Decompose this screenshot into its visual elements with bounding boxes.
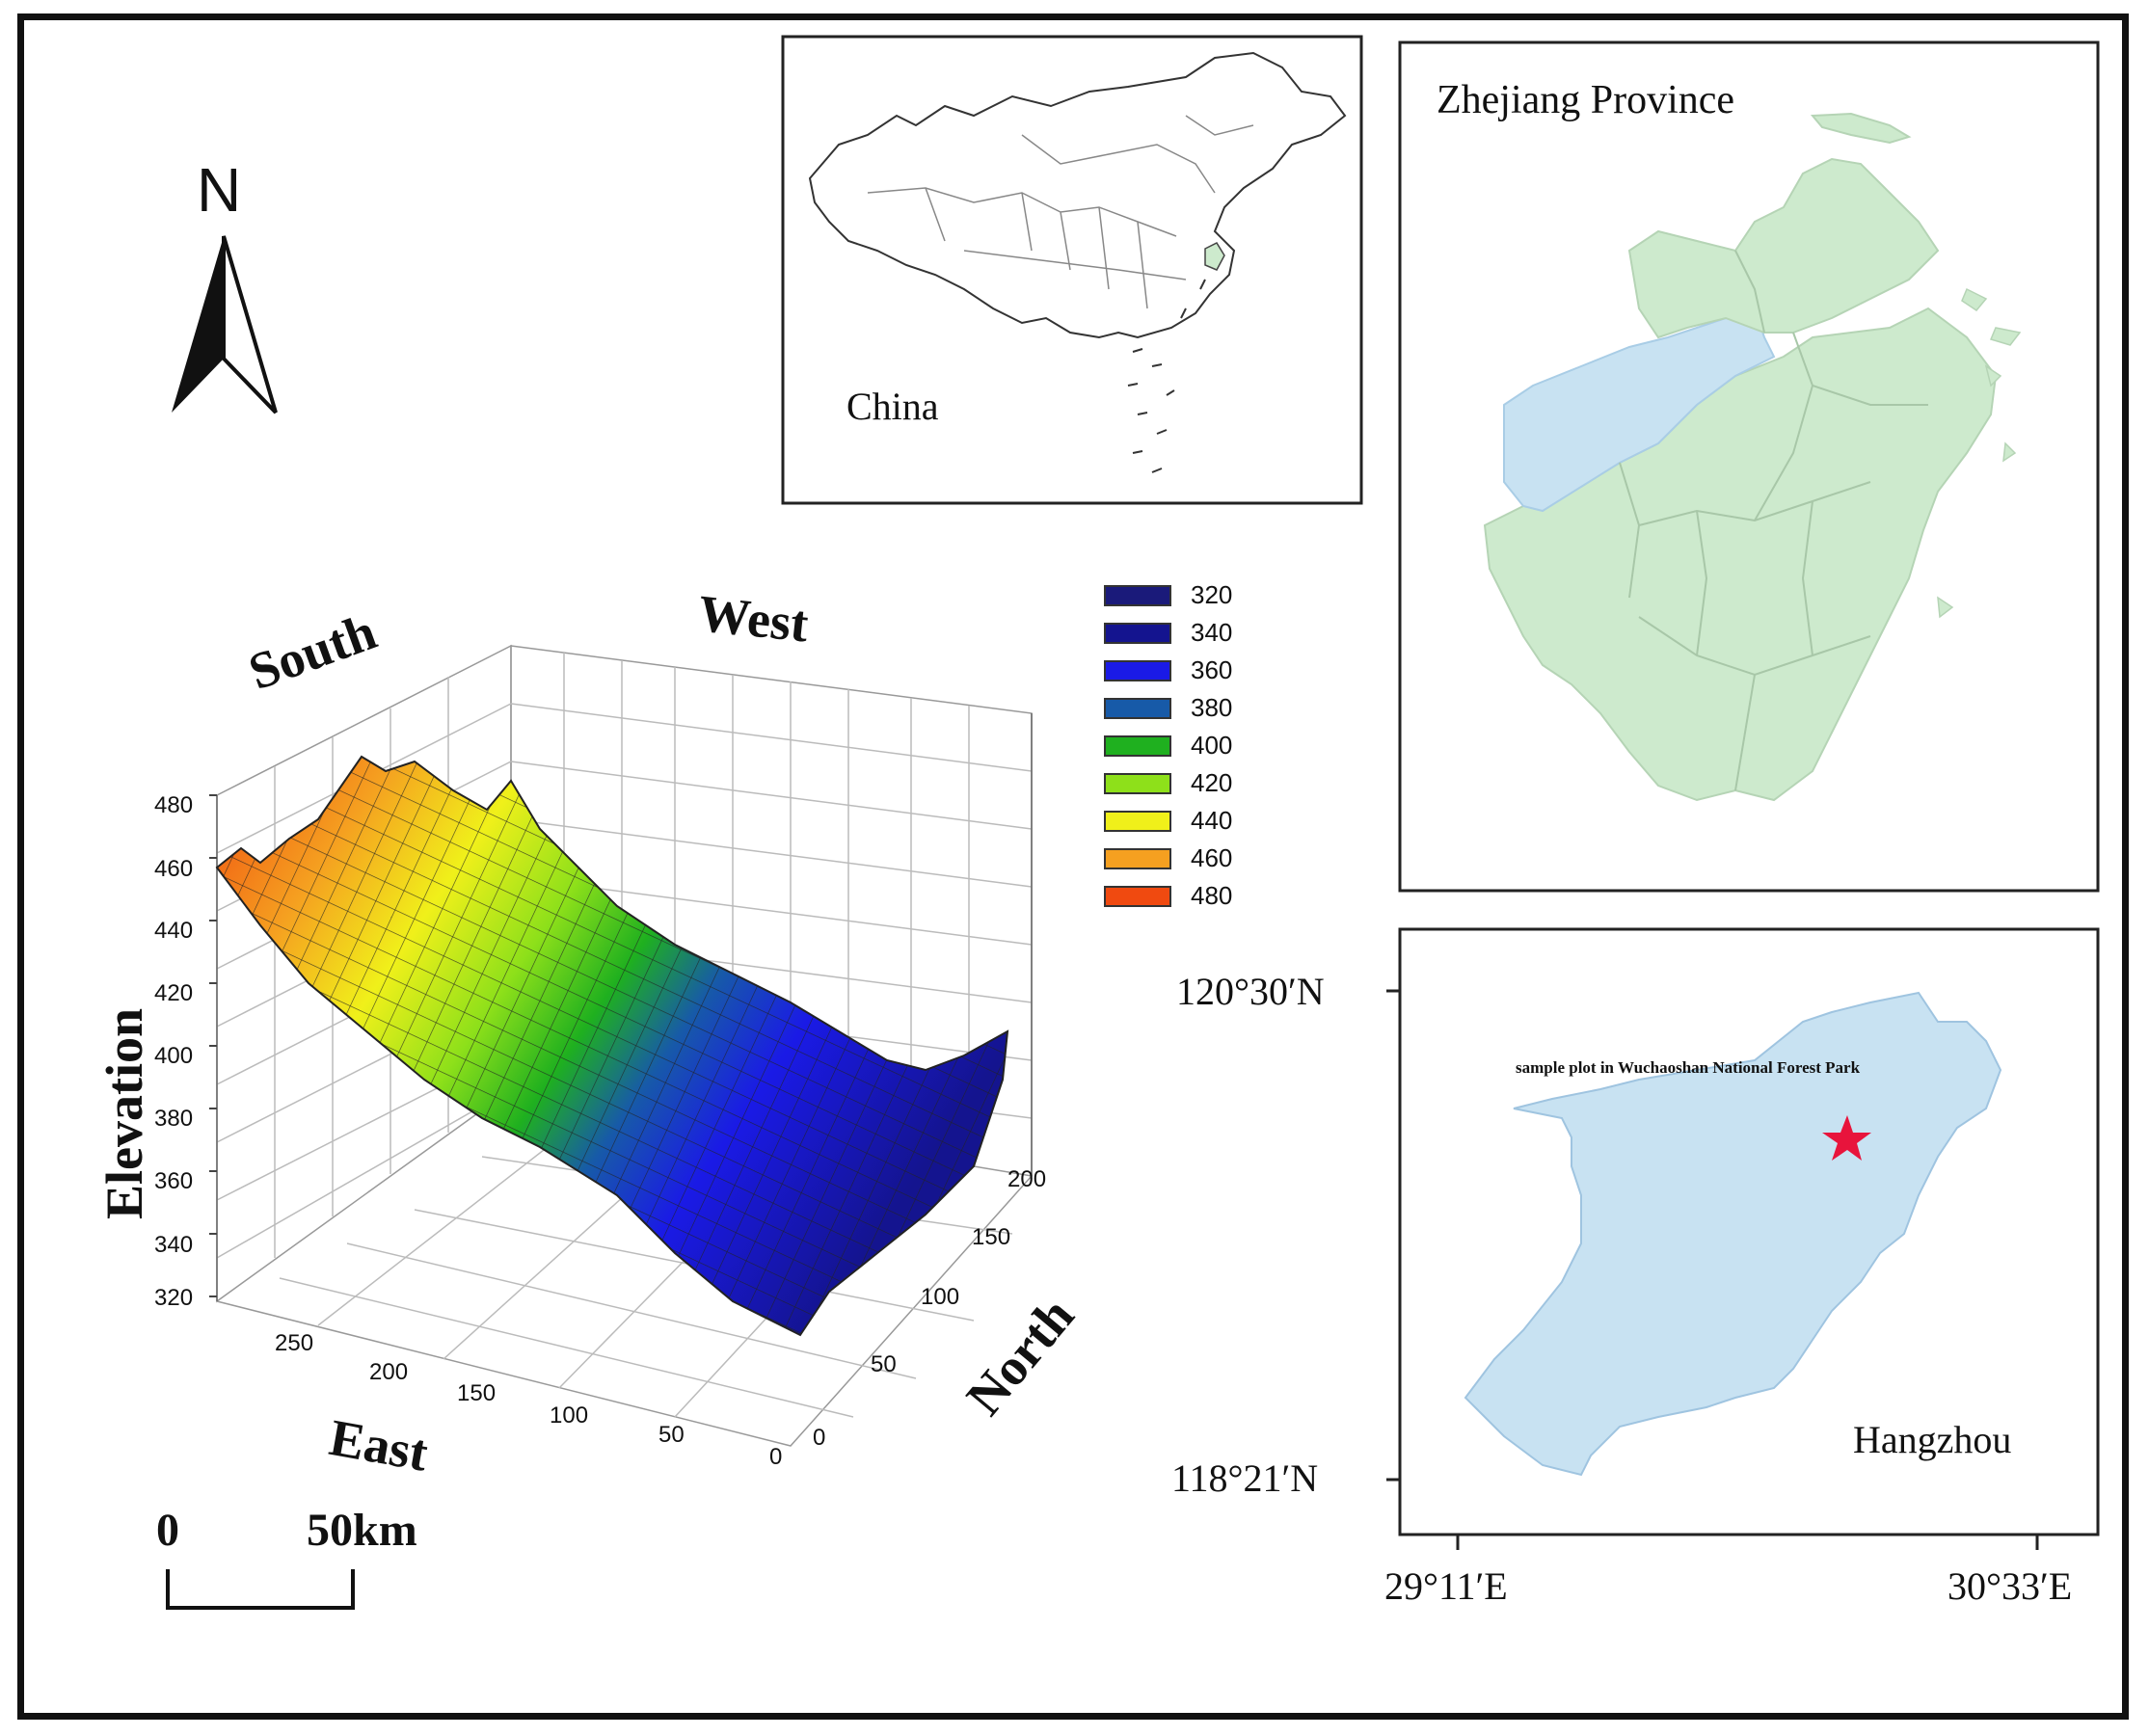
north-label: N (197, 155, 242, 225)
z-tick: 340 (154, 1232, 194, 1258)
x-tick: 50 (658, 1422, 685, 1448)
legend-item: 400 (1104, 727, 1232, 764)
y-tick: 50 (871, 1351, 897, 1377)
legend-swatch (1104, 847, 1171, 869)
legend-swatch (1104, 734, 1171, 757)
lon-tick-left: 29°11′E (1384, 1564, 1508, 1608)
z-tick: 360 (154, 1168, 194, 1194)
z-tick: 380 (154, 1106, 194, 1132)
legend-swatch (1104, 772, 1171, 794)
sample-plot-label: sample plot in Wuchaoshan National Fores… (1516, 1058, 1861, 1077)
legend-value: 420 (1191, 768, 1233, 797)
lat-tick-top: 120°30′N (1176, 970, 1325, 1013)
zhejiang-map (1483, 112, 2022, 802)
legend-item: 480 (1104, 877, 1232, 915)
y-tick: 100 (921, 1284, 960, 1310)
x-tick: 200 (369, 1359, 409, 1385)
legend-item: 360 (1104, 652, 1232, 689)
legend-item: 420 (1104, 764, 1232, 802)
legend-item: 320 (1104, 576, 1232, 614)
legend-swatch (1104, 659, 1171, 681)
legend-value: 340 (1191, 618, 1233, 647)
outer-frame (17, 13, 2129, 1720)
hangzhou-label: Hangzhou (1853, 1418, 2012, 1461)
z-tick: 440 (154, 918, 194, 944)
elevation-surface (215, 755, 1009, 1337)
z-tick: 420 (154, 980, 194, 1006)
legend-item: 440 (1104, 802, 1232, 840)
lon-tick-right: 30°33′E (1948, 1564, 2073, 1608)
x-tick: 100 (550, 1402, 589, 1429)
z-tick: 460 (154, 856, 194, 882)
scale-end: 50km (307, 1505, 417, 1556)
x-tick: 0 (769, 1444, 783, 1470)
direction-west: West (695, 583, 812, 654)
sample-plot-star-icon (1822, 1115, 1871, 1161)
y-tick: 0 (813, 1425, 826, 1451)
hangzhou-map (1464, 991, 2002, 1477)
legend-value: 460 (1191, 843, 1233, 872)
legend-value: 380 (1191, 693, 1233, 722)
north-arrow-icon (172, 235, 278, 414)
axis-ticks (209, 794, 217, 1297)
legend-value: 480 (1191, 881, 1233, 910)
south-china-sea-islands (1127, 279, 1206, 473)
china-label: China (846, 385, 939, 428)
hangzhou-axis-ticks (1386, 989, 2039, 1550)
legend-value: 400 (1191, 731, 1233, 760)
legend-swatch (1104, 584, 1171, 606)
z-tick: 480 (154, 792, 194, 818)
legend-item: 380 (1104, 689, 1232, 727)
x-tick: 150 (457, 1380, 497, 1406)
legend-item: 340 (1104, 614, 1232, 652)
scale-start: 0 (156, 1505, 179, 1556)
legend-value: 320 (1191, 580, 1233, 609)
legend-value: 440 (1191, 806, 1233, 835)
zhejiang-label: Zhejiang Province (1437, 78, 1735, 122)
x-tick: 250 (275, 1330, 314, 1356)
legend-swatch (1104, 810, 1171, 832)
scale-bar (166, 1569, 355, 1610)
z-tick: 400 (154, 1043, 194, 1069)
legend-value: 360 (1191, 655, 1233, 684)
lat-tick-bottom: 118°21′N (1171, 1456, 1319, 1500)
z-tick: 320 (154, 1285, 194, 1311)
y-tick: 200 (1007, 1166, 1047, 1192)
legend-swatch (1104, 622, 1171, 644)
z-axis-label: Elevation (95, 1007, 153, 1219)
legend-item: 460 (1104, 840, 1232, 877)
zhejiang-highlight (1204, 242, 1225, 271)
y-tick: 150 (972, 1224, 1011, 1250)
legend-swatch (1104, 885, 1171, 907)
legend-swatch (1104, 697, 1171, 719)
